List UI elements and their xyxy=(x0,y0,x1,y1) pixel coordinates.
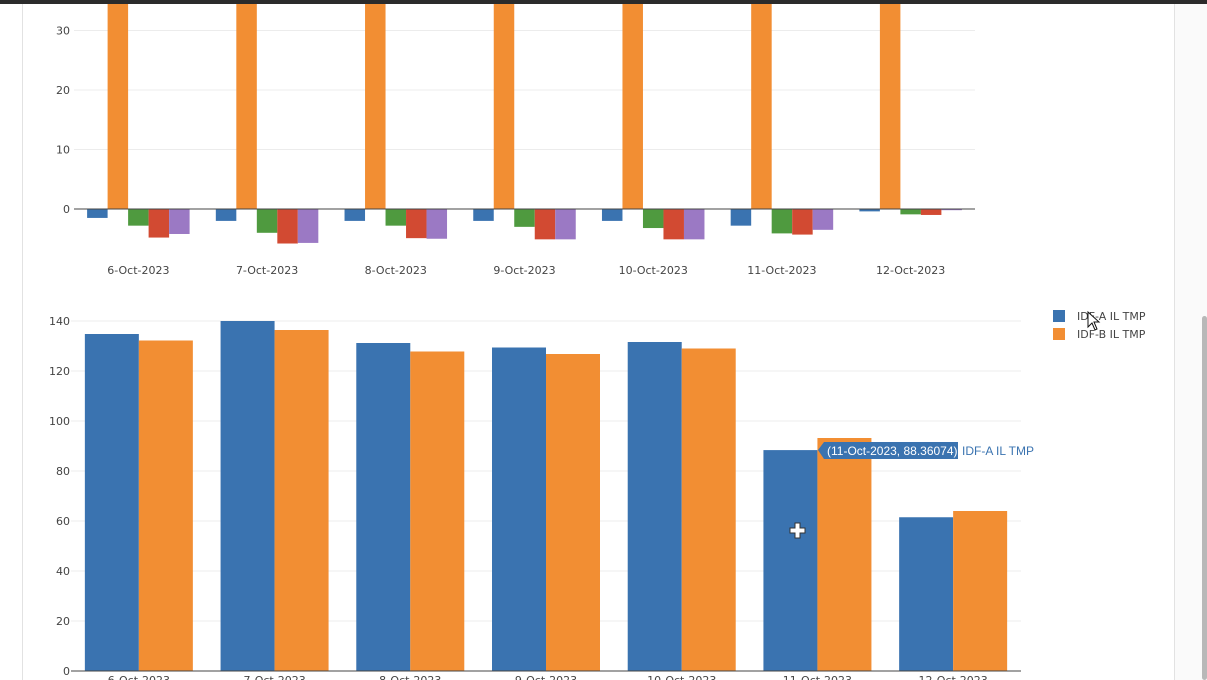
x-tick-label: 12-Oct-2023 xyxy=(876,264,945,277)
y-tick-label: 30 xyxy=(56,25,70,38)
bar xyxy=(555,209,576,240)
x-tick-label: 6-Oct-2023 xyxy=(108,674,170,680)
bar xyxy=(953,511,1008,671)
bar xyxy=(622,4,643,209)
bar xyxy=(879,4,901,209)
bar xyxy=(941,209,962,211)
bar xyxy=(763,450,818,671)
x-tick-label: 10-Oct-2023 xyxy=(647,674,716,680)
y-tick-label: 80 xyxy=(56,465,70,478)
bar xyxy=(751,4,772,209)
x-tick-label: 8-Oct-2023 xyxy=(365,264,427,277)
x-tick-label: 11-Oct-2023 xyxy=(747,264,816,277)
x-tick-label: 7-Oct-2023 xyxy=(236,264,298,277)
bar xyxy=(812,209,834,230)
bar xyxy=(900,209,921,215)
y-tick-label: 140 xyxy=(49,315,70,328)
x-tick-label: 6-Oct-2023 xyxy=(107,264,169,277)
bar xyxy=(859,209,880,212)
bar xyxy=(730,209,752,226)
bar xyxy=(356,343,411,671)
bar xyxy=(534,209,556,240)
y-tick-label: 20 xyxy=(56,615,70,628)
bar xyxy=(771,209,793,234)
legend-swatch-idf-a xyxy=(1053,310,1065,322)
x-tick-label: 9-Oct-2023 xyxy=(515,674,577,680)
bar xyxy=(426,209,448,239)
bar xyxy=(107,4,129,209)
mouse-pointer-icon xyxy=(1087,310,1101,331)
bar xyxy=(546,354,600,671)
page-margin xyxy=(1175,4,1207,680)
y-tick-label: 0 xyxy=(63,665,70,678)
window-top-bar xyxy=(0,0,1207,4)
bar xyxy=(274,330,329,671)
tooltip-series-name: IDF-A IL TMP xyxy=(962,444,1034,458)
bar xyxy=(683,209,705,240)
bar xyxy=(169,209,190,234)
y-tick-label: 40 xyxy=(56,565,70,578)
bar xyxy=(256,209,278,233)
bar xyxy=(277,209,298,244)
bar xyxy=(792,209,813,235)
x-tick-label: 10-Oct-2023 xyxy=(619,264,688,277)
y-tick-label: 60 xyxy=(56,515,70,528)
chart-top: 0 10 20 30 6-Oct-2023 7-Oct-2023 8-Oct-2023 9-O… xyxy=(56,4,975,277)
bar xyxy=(473,209,494,221)
x-tick-label: 9-Oct-2023 xyxy=(493,264,555,277)
legend-item-idf-a[interactable]: IDF-A IL TMP xyxy=(1053,310,1146,323)
y-tick-label: 20 xyxy=(56,84,70,97)
bar xyxy=(920,209,942,215)
legend-label-idf-b: IDF-B IL TMP xyxy=(1077,328,1146,341)
x-tick-label: 7-Oct-2023 xyxy=(243,674,305,680)
bar xyxy=(220,321,275,671)
bar xyxy=(87,209,108,218)
hover-tooltip: (11-Oct-2023, 88.36074) IDF-A IL TMP xyxy=(818,442,1034,459)
legend-label-idf-a: IDF-A IL TMP xyxy=(1077,310,1146,323)
bar xyxy=(663,209,684,240)
bar xyxy=(410,351,465,671)
bar xyxy=(601,209,623,221)
bar xyxy=(406,209,427,239)
bar xyxy=(84,334,139,671)
legend[interactable]: IDF-A IL TMP IDF-B IL TMP xyxy=(1053,310,1146,341)
y-tick-label: 120 xyxy=(49,365,70,378)
bar xyxy=(344,209,366,221)
bar xyxy=(681,348,736,671)
x-tick-label: 8-Oct-2023 xyxy=(379,674,441,680)
bar xyxy=(236,4,257,209)
legend-item-idf-b[interactable]: IDF-B IL TMP xyxy=(1053,328,1146,341)
bar xyxy=(138,340,193,671)
tooltip-value: (11-Oct-2023, 88.36074) xyxy=(827,444,958,458)
y-tick-label: 0 xyxy=(63,203,70,216)
bar xyxy=(627,342,682,671)
bar xyxy=(297,209,319,243)
bar xyxy=(642,209,664,229)
y-tick-label: 100 xyxy=(49,415,70,428)
tooltip-box xyxy=(818,442,958,459)
legend-swatch-idf-b xyxy=(1053,328,1065,340)
bar xyxy=(148,209,170,238)
bar xyxy=(492,347,546,671)
bar xyxy=(128,209,149,226)
panel-right-border xyxy=(1174,4,1175,680)
bar xyxy=(514,209,535,227)
chart-bottom: 0 20 40 60 80 100 120 140 6-Oct-2023 7-Oct-2023 8-… xyxy=(49,315,1021,680)
vertical-scrollbar[interactable] xyxy=(1202,316,1207,680)
x-tick-label: 11-Oct-2023 xyxy=(783,674,852,680)
bar xyxy=(817,438,872,671)
bar xyxy=(385,209,407,226)
panel-left-border xyxy=(22,4,23,680)
bar xyxy=(365,4,386,209)
bar xyxy=(899,517,954,671)
y-tick-label: 10 xyxy=(56,144,70,157)
crosshair-cursor-icon xyxy=(789,522,806,539)
x-tick-label: 12-Oct-2023 xyxy=(919,674,988,680)
bar xyxy=(493,4,515,209)
bar xyxy=(215,209,237,221)
